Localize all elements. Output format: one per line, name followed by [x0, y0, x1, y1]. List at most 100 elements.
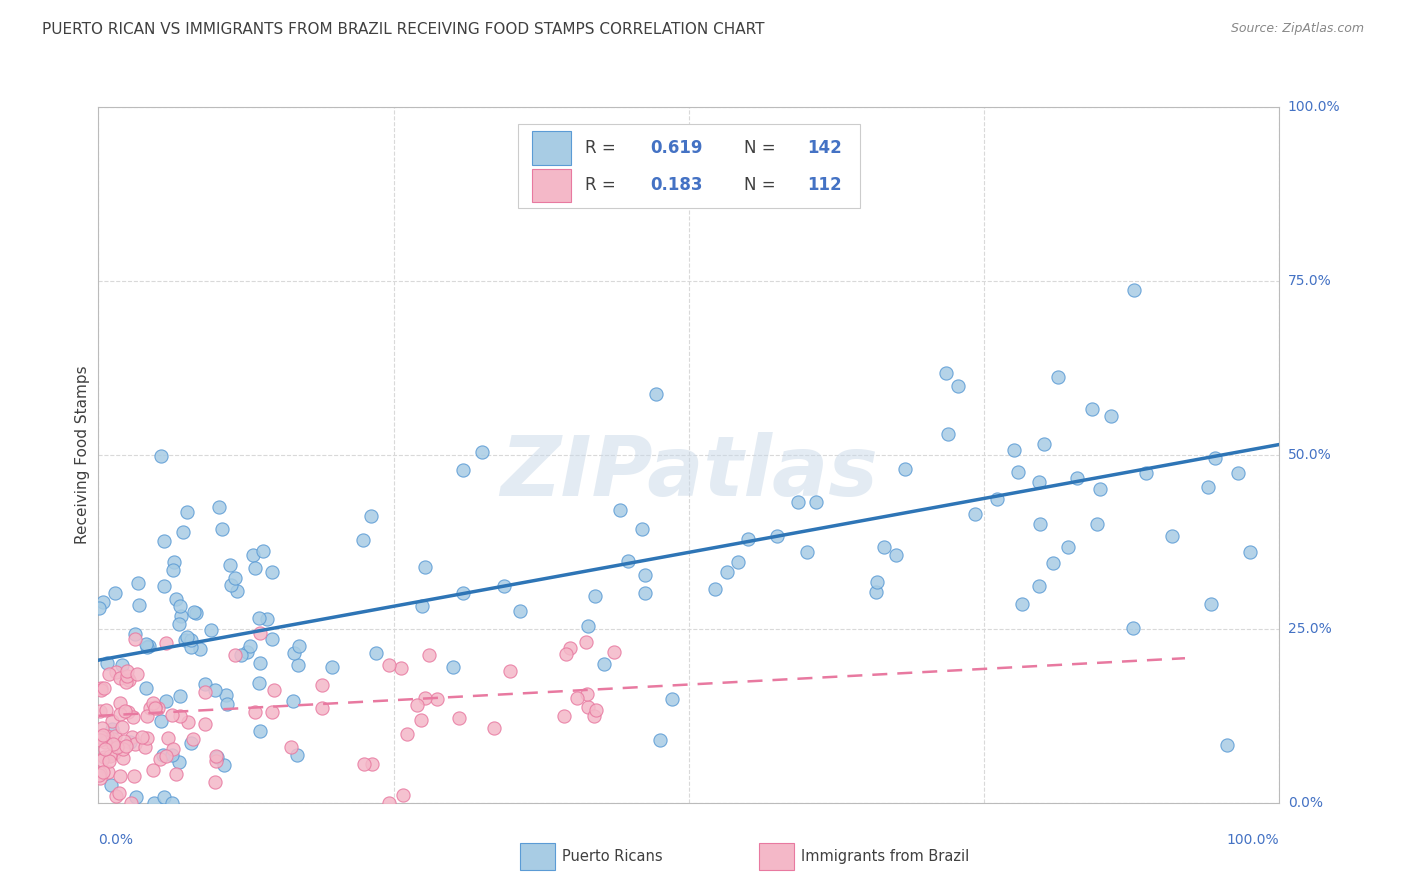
Point [218, 558, 240, 573]
Point [103, 746, 125, 760]
Point [98, 667, 121, 681]
Point [89, 765, 111, 780]
Point [180, 632, 202, 647]
Point [125, 667, 148, 681]
Point [239, 640, 262, 654]
Point [1161, 529, 1184, 543]
Point [91, 728, 114, 742]
Point [100, 778, 122, 792]
Point [103, 737, 125, 751]
Point [247, 675, 270, 690]
Point [105, 740, 128, 755]
Point [184, 607, 207, 621]
Point [135, 637, 157, 651]
Point [153, 579, 176, 593]
Point [221, 578, 243, 592]
Point [122, 769, 145, 783]
Point [236, 645, 259, 659]
Point [162, 708, 184, 723]
Point [157, 731, 180, 745]
Point [866, 574, 889, 589]
Point [1085, 516, 1108, 531]
Point [139, 701, 162, 715]
Point [494, 579, 516, 593]
Point [650, 733, 672, 747]
Point [167, 755, 190, 769]
Point [378, 657, 401, 672]
Point [176, 505, 198, 519]
Point [280, 740, 302, 755]
Point [634, 586, 657, 600]
Point [1028, 579, 1050, 593]
Point [111, 751, 134, 765]
Point [110, 769, 132, 783]
Point [1002, 442, 1025, 457]
Point [645, 387, 668, 401]
Point [352, 533, 374, 547]
Point [149, 714, 172, 729]
Point [499, 665, 522, 679]
Point [176, 630, 198, 644]
Point [108, 786, 131, 800]
Point [426, 691, 449, 706]
Point [169, 599, 191, 613]
Point [115, 674, 138, 689]
Point [91, 765, 114, 780]
Point [311, 700, 333, 714]
Point [93, 749, 115, 764]
Point [1135, 466, 1157, 480]
Point [392, 788, 415, 802]
Point [160, 747, 183, 762]
Point [787, 495, 810, 509]
Point [167, 617, 190, 632]
Point [1216, 739, 1239, 753]
Point [91, 594, 114, 608]
Point [1122, 283, 1144, 297]
Text: 50.0%: 50.0% [1288, 448, 1331, 462]
Point [553, 708, 575, 723]
Point [631, 522, 654, 536]
Text: PUERTO RICAN VS IMMIGRANTS FROM BRAZIL RECEIVING FOOD STAMPS CORRELATION CHART: PUERTO RICAN VS IMMIGRANTS FROM BRAZIL R… [42, 22, 765, 37]
Point [180, 640, 202, 654]
Point [104, 789, 127, 804]
Text: 0.0%: 0.0% [1288, 796, 1323, 810]
Point [609, 502, 631, 516]
Point [94, 732, 117, 747]
Point [143, 700, 166, 714]
Point [128, 598, 150, 612]
Point [865, 585, 887, 599]
Point [215, 697, 238, 711]
Point [111, 657, 134, 672]
Point [287, 639, 309, 653]
Point [96, 656, 118, 670]
Point [131, 731, 153, 745]
Point [136, 640, 159, 655]
Point [112, 734, 135, 748]
Point [766, 529, 789, 543]
Point [204, 683, 226, 698]
Point [90, 730, 112, 744]
Point [148, 701, 170, 715]
Point [575, 635, 598, 649]
Point [180, 736, 202, 750]
Point [366, 646, 388, 660]
Point [1227, 466, 1250, 480]
Point [360, 508, 382, 523]
Point [162, 563, 184, 577]
Point [229, 648, 252, 662]
Text: 112: 112 [807, 177, 842, 194]
Text: 0.619: 0.619 [650, 139, 703, 157]
Point [509, 604, 531, 618]
Text: 100.0%: 100.0% [1288, 100, 1340, 114]
Point [1122, 621, 1144, 635]
Point [1028, 516, 1050, 531]
Point [97, 765, 120, 780]
Point [117, 669, 139, 683]
Point [727, 555, 749, 569]
Point [249, 724, 271, 739]
Point [471, 445, 494, 459]
Point [592, 657, 614, 671]
Text: N =: N = [744, 177, 782, 194]
Point [160, 796, 183, 810]
Point [122, 709, 145, 723]
